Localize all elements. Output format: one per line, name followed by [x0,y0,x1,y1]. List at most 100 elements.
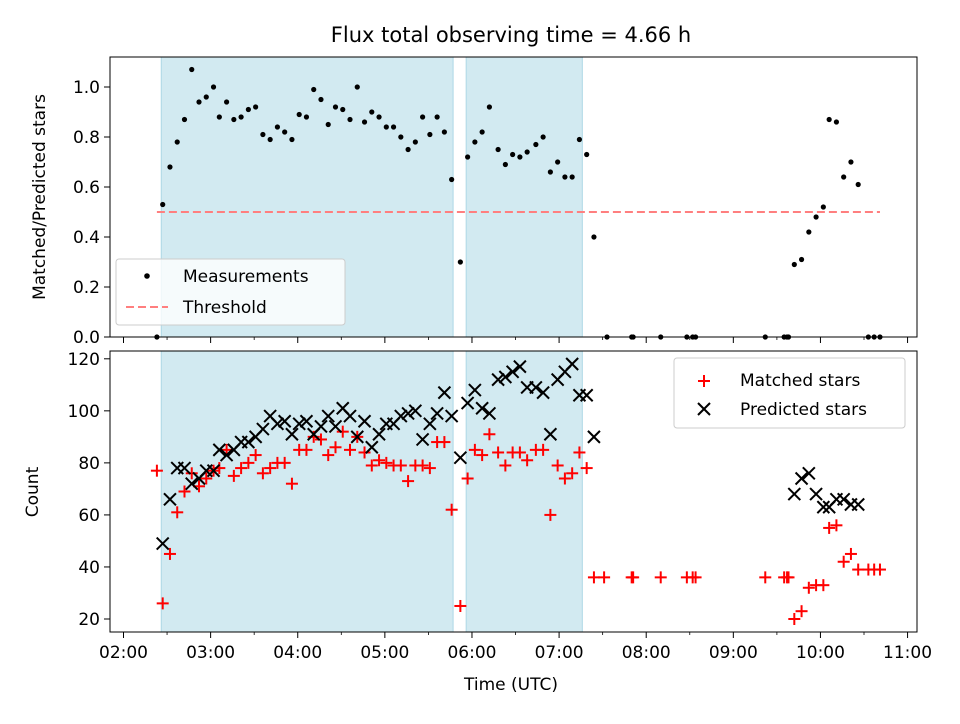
ratio-measurements-point-23 [318,96,324,103]
count-predicted-stars-point-47 [498,370,513,384]
ratio-measurements-point-80 [848,159,854,165]
ratio-measurements-point-12 [238,114,244,120]
count-matched-stars-point-51 [521,454,534,467]
count-predicted-stars-point-48 [505,365,520,379]
count-matched-stars-point-30 [365,459,378,472]
ratio-measurements-point-51 [524,149,530,155]
ratio-measurements-point-9 [216,114,222,120]
ratio-measurements-point-35 [405,146,411,153]
count-matched-stars-point-53 [537,443,550,456]
count-matched-stars-point-81 [852,563,865,576]
ratio-measurements-point-72 [791,261,797,268]
count-matched-stars-point-21 [300,443,313,456]
legend-threshold-label: Threshold [182,298,267,318]
ratio-measurements-point-5 [189,66,195,73]
count-predicted-stars-point-26 [343,409,357,423]
count-matched-stars-point-77 [823,521,836,534]
count-shaded-interval-1 [465,350,583,633]
ratio-measurements-point-75 [813,214,819,220]
ratio-measurements-point-46 [486,104,492,110]
count-y-tick-label-4: 100 [68,402,100,422]
count-matched-stars-point-50 [513,446,526,459]
count-predicted-stars-point-63 [809,487,823,501]
count-legend: Matched stars Predicted stars [673,357,906,429]
ratio-measurements-point-57 [569,174,575,180]
x-tick-label-2: 04:00 [273,643,322,663]
x-tick-label-4: 06:00 [447,643,496,663]
count-matched-stars-point-47 [492,446,505,459]
x-tick-label-0: 02:00 [99,643,148,663]
ratio-measurements-point-11 [231,116,237,123]
ratio-measurements-point-27 [347,116,353,123]
count-matched-stars-point-25 [329,441,342,454]
count-y-tick-label-2: 60 [78,506,100,526]
count-matched-stars-point-55 [551,459,564,472]
ratio-measurements-point-81 [855,181,861,188]
count-matched-stars-point-2 [163,547,176,560]
count-predicted-stars-point-46 [491,372,505,387]
count-predicted-stars-point-49 [513,359,527,374]
count-predicted-stars-point-42 [460,396,475,410]
count-predicted-stars-point-38 [430,406,444,421]
count-matched-stars-point-63 [627,571,640,584]
ratio-measurements-point-1 [160,201,166,208]
ratio-measurements-point-37 [420,114,426,120]
count-shaded-interval-0 [160,350,454,633]
ratio-measurements-point-73 [798,256,805,263]
ratio-y-tick-label-2: 0.4 [73,228,100,248]
count-matched-stars-point-44 [468,443,481,456]
legend-predicted-marker [697,402,711,416]
x-tick-label-7: 09:00 [709,643,758,663]
ratio-measurements-point-54 [547,169,553,175]
count-matched-stars-point-37 [416,459,429,472]
ratio-measurements-point-25 [332,104,339,110]
ratio-measurements-point-41 [449,176,455,183]
count-y-tick-label-3: 80 [78,454,100,474]
ratio-measurements-point-22 [311,86,317,93]
count-matched-stars-point-32 [380,456,393,469]
ratio-measurements-point-53 [540,134,546,140]
count-matched-stars-point-67 [689,571,702,584]
legend-measurements-label: Measurements [183,267,309,287]
count-matched-stars-point-79 [837,555,850,568]
count-predicted-stars-point-67 [836,492,851,507]
count-predicted-stars-point-24 [328,419,343,434]
ratio-measurements-point-3 [174,139,180,145]
ratio-measurements-point-14 [253,104,259,110]
count-predicted-stars-point-34 [401,406,415,421]
count-matched-stars-point-64 [654,571,667,584]
count-matched-stars-point-5 [185,467,198,480]
count-y-tick-label-5: 120 [68,350,100,370]
count-matched-stars-point-14 [249,449,262,462]
count-matched-stars-point-54 [544,508,557,521]
count-predicted-stars-point-28 [357,414,372,428]
count-predicted-stars-point-22 [314,419,328,434]
count-predicted-stars-point-41 [453,450,468,465]
count-predicted-stars-point-23 [321,409,335,423]
count-predicted-stars-point-0 [155,536,170,551]
count-matched-stars-point-35 [402,475,415,488]
count-predicted-stars-point-69 [851,497,865,512]
count-predicted-stars-point-37 [423,417,437,431]
count-y-axis-label: Count [23,466,43,517]
count-predicted-stars-point-59 [587,430,601,444]
ratio-measurements-point-10 [223,99,230,105]
ratio-measurements-point-78 [833,119,840,125]
count-matched-stars-point-73 [795,605,808,618]
count-matched-stars-point-1 [156,597,169,610]
count-predicted-stars-point-3 [177,461,192,475]
count-matched-stars-point-16 [264,462,277,475]
count-matched-stars-point-41 [445,503,458,516]
count-panel-frame [109,350,918,633]
ratio-y-tick-label-5: 1.0 [73,78,100,98]
x-tick-label-3: 05:00 [360,643,409,663]
count-predicted-stars-point-14 [256,422,270,436]
x-tick-label-5: 07:00 [535,643,584,663]
ratio-measurements-point-16 [267,136,273,143]
count-predicted-stars-point-4 [185,476,199,491]
count-predicted-stars-point-53 [543,427,558,441]
count-predicted-stars-point-36 [415,432,430,447]
ratio-measurements-point-33 [390,124,397,130]
count-matched-stars-point-34 [394,459,407,472]
